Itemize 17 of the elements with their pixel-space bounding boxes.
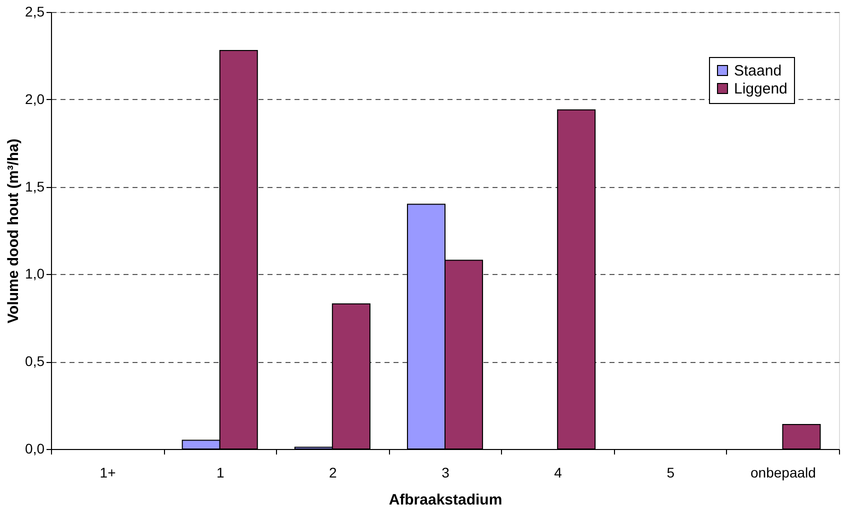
y-tick-label: 1,5 xyxy=(25,178,45,194)
x-tick-label: 4 xyxy=(554,464,562,480)
x-tick-label: 1 xyxy=(216,464,224,480)
x-tick-label: 2 xyxy=(329,464,338,480)
y-tick-label: 2,0 xyxy=(25,90,45,107)
x-tick-label: 3 xyxy=(442,464,450,480)
legend-label: Staand xyxy=(734,62,782,80)
x-axis-title: Afbraakstadium xyxy=(388,492,502,508)
legend-label: Liggend xyxy=(734,80,788,98)
x-tick-label: 1+ xyxy=(100,464,116,480)
x-tick-label: 5 xyxy=(666,464,675,480)
y-tick-label: 2,5 xyxy=(25,4,45,20)
y-axis-title: Volume dood hout (m³/ha) xyxy=(5,138,22,324)
y-tick-label: 0,0 xyxy=(25,440,45,456)
y-tick-label: 0,5 xyxy=(25,353,45,370)
x-tick-label: onbepaald xyxy=(750,464,816,480)
y-tick-label: 1,0 xyxy=(25,266,45,282)
